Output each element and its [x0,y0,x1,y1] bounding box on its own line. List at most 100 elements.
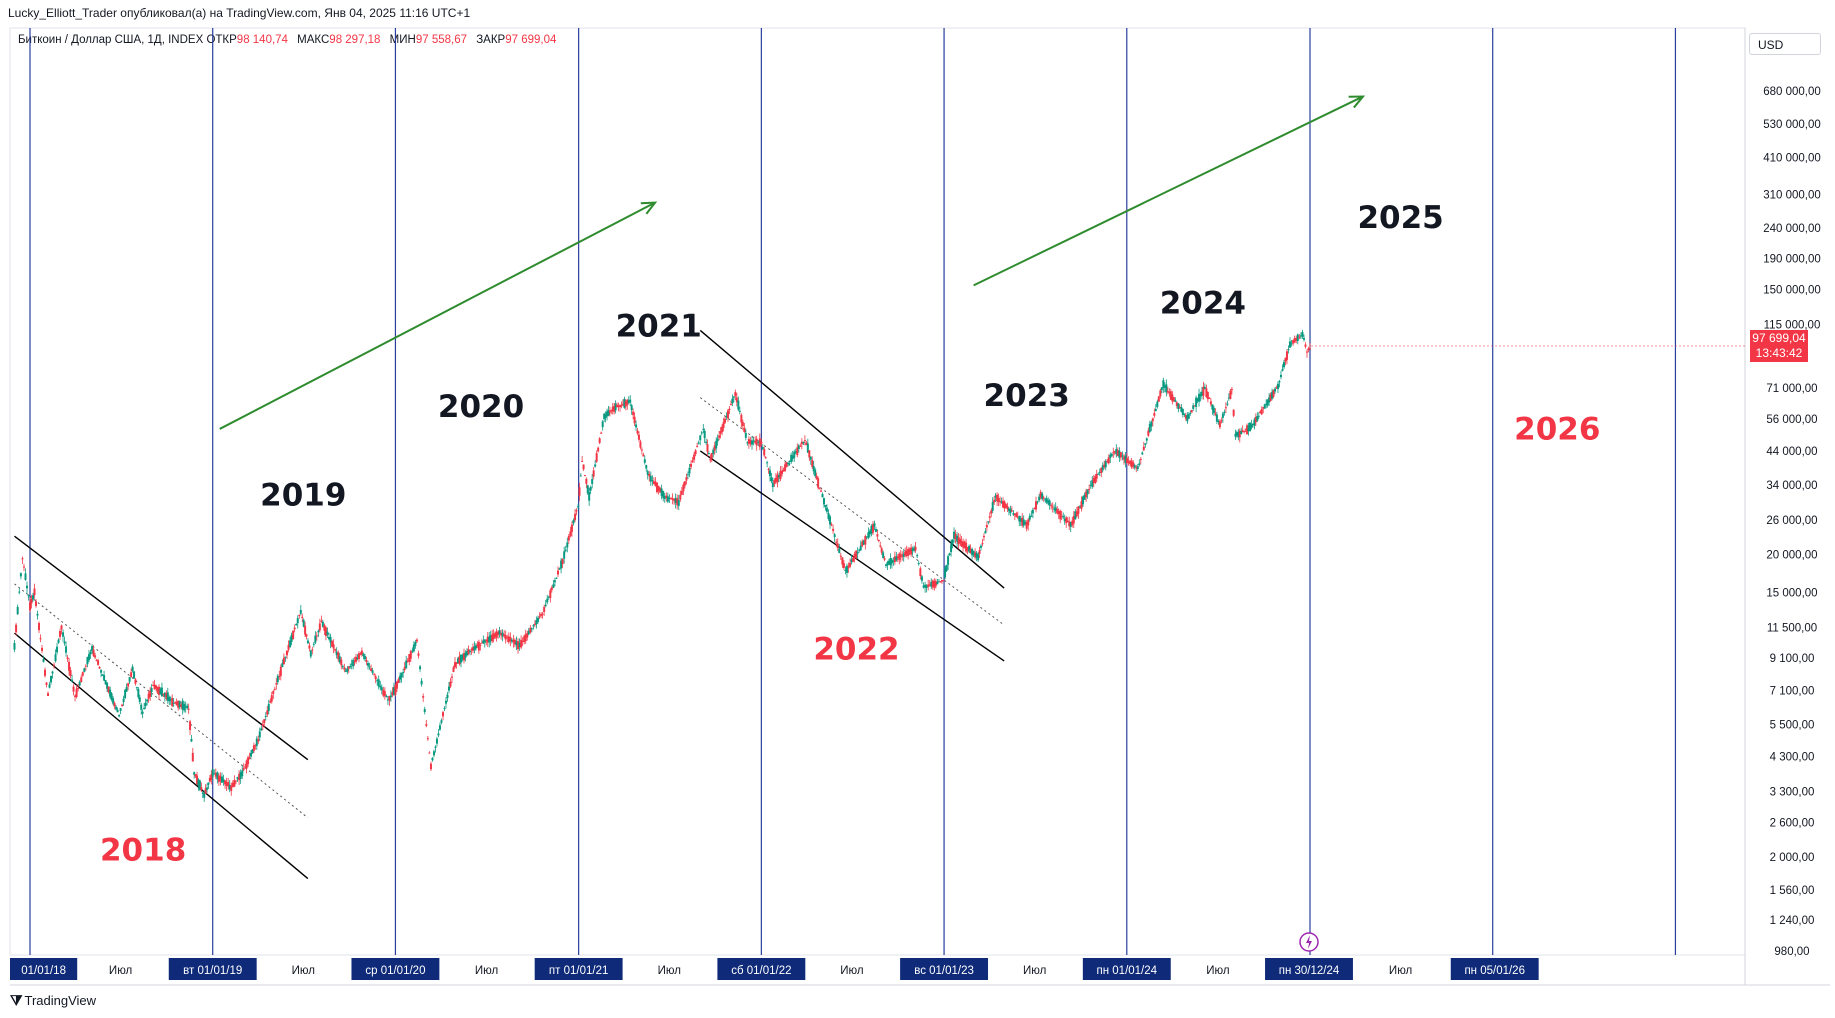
candle-body [873,523,876,527]
candle-body [159,688,162,695]
candle-body [971,549,974,556]
candle-body [244,766,247,768]
candle-body [1276,383,1279,389]
candle-body [92,649,95,656]
candle-body [204,788,207,794]
candle-body [1180,407,1183,412]
candle-body [1115,448,1118,455]
candle-body [405,660,408,669]
candle-body [1177,403,1180,410]
candle-body [168,697,171,702]
year-label-2023: 2023 [984,378,1070,414]
candle-body [1284,357,1287,362]
candle-body [210,774,213,781]
candle-body [63,641,66,644]
channel-2022-midline [699,397,1005,626]
candle-body [506,636,509,638]
price-tick-label: 7 100,00 [1770,686,1815,698]
candle-body [38,623,41,631]
candle-body [1027,519,1030,526]
candle-body [686,474,689,476]
candle-body [341,666,344,668]
candle-body [1033,508,1036,510]
candle-body [1229,390,1232,399]
candle-body [931,580,934,588]
candle-body [125,687,128,692]
candle-body [57,639,60,643]
candle-body [1151,418,1154,422]
candle-body [138,697,141,702]
candle-body [707,452,710,455]
candle-body [538,616,541,618]
candle-body [22,566,25,568]
symbol-name[interactable]: Биткоин / Доллар США, 1Д, INDEX [18,34,204,46]
candle-body [760,441,763,444]
candle-body [797,445,800,450]
time-axis[interactable]: 01/01/18 Июл вт 01/01/19 Июл ср 01/01/20 Июл п… [10,958,1539,980]
candle-body [78,681,81,686]
candle-body [543,606,546,612]
candle-body [747,438,750,444]
tradingview-footer[interactable]: ⧩ TradingView [10,992,96,1009]
channel-2018-midline [14,583,309,819]
candle-body [363,656,366,660]
candle-body [324,627,327,636]
candle-body [910,547,913,555]
candle-body [477,641,480,651]
candle-body [1124,455,1127,463]
candle-body [1244,428,1247,430]
candle-body [879,545,882,547]
candle-body [1304,344,1307,347]
price-tick-label: 5 500,00 [1770,719,1815,731]
candle-body [54,654,57,662]
candle-body [1113,451,1116,453]
time-tick-label: пн 05/01/26 [1464,965,1525,977]
candle-body [1238,430,1241,438]
candle-body [557,570,560,575]
candle-body [1126,458,1129,463]
candle-body [821,493,824,498]
low-label: МИН [389,34,416,46]
candle-body [374,676,377,680]
publication-header: Lucky_Elliott_Trader опубликовал(а) на T… [8,6,471,20]
candle-body [463,653,466,661]
candle-body [443,708,446,710]
candle-body [370,668,373,671]
candle-body [1132,462,1135,467]
candle-body [134,679,137,684]
price-axis[interactable]: 980,00 1 240,00 1 560,00 2 000,00 2 600,00 3 … [1763,86,1821,958]
candle-body [425,724,428,726]
time-tick-box [10,958,78,980]
candle-body [862,540,865,545]
candle-body [830,524,833,526]
candle-body [990,510,993,514]
close-label: ЗАКР [476,34,506,46]
candle-body [437,733,440,736]
candle-body [859,545,862,551]
candle-body [438,725,441,730]
candle-body [323,624,326,631]
candle-body [1299,335,1302,337]
candle-body [953,531,956,539]
candle-body [827,513,830,519]
candle-body [1232,409,1235,416]
candle-body [595,453,598,462]
candle-body [994,495,997,498]
price-tick-label: 1 240,00 [1770,915,1815,927]
year-lines [29,28,1677,955]
candle-body [97,660,100,665]
candle-body [295,624,298,626]
candle-body [969,548,972,554]
candle-body [950,544,953,553]
candle-body [1169,391,1172,400]
candle-body [1145,438,1148,441]
candle-body [59,630,62,637]
candle-body [239,772,242,779]
candle-body [166,692,169,701]
candle-body [808,450,811,458]
candle-body [74,695,77,698]
currency-button[interactable]: USD [1749,33,1821,55]
candle-body [208,777,211,782]
candle-body [1271,391,1274,399]
